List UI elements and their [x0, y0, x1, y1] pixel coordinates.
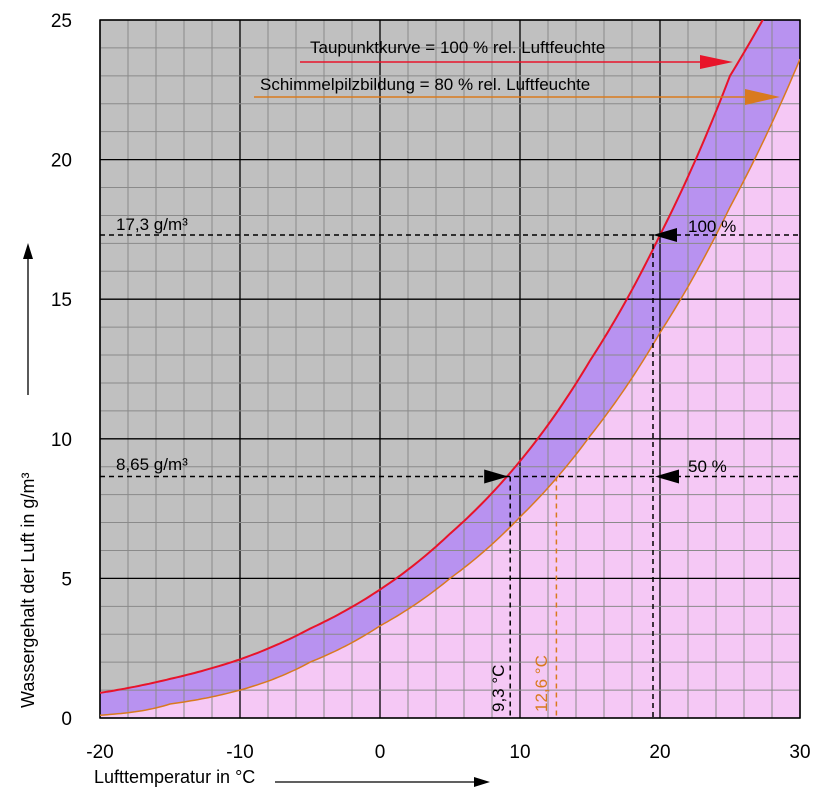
legend-mold-label: Schimmelpilzbildung = 80 % rel. Luftfeuc…: [260, 75, 590, 94]
y-tick-label: 0: [61, 709, 72, 730]
band-region: [100, 20, 800, 716]
label-100-percent: 100 %: [688, 217, 736, 236]
x-tick-label: 0: [375, 742, 386, 763]
label-dew-temp: 9,3 °C: [489, 665, 508, 712]
y-tick-label: 20: [51, 151, 72, 172]
dew-point-curve: [100, 20, 764, 694]
x-tick-label: -10: [226, 742, 253, 763]
x-tick-label: -20: [86, 742, 113, 763]
y-tick-label: 10: [51, 430, 72, 451]
y-axis-arrow-head: [23, 243, 33, 259]
x-axis-arrow-head: [474, 777, 490, 787]
humid-region: [100, 59, 800, 718]
arrow-dew-point: [484, 469, 509, 484]
label-lower-value: 8,65 g/m³: [116, 455, 188, 474]
annotations: [23, 55, 800, 787]
legend-dew-label: Taupunktkurve = 100 % rel. Luftfeuchte: [310, 38, 605, 57]
y-axis-title: Wassergehalt der Luft in g/m³: [18, 473, 38, 708]
plot-background: [100, 20, 800, 718]
x-tick-label: 30: [789, 742, 810, 763]
plot-frame: [99, 19, 801, 719]
arrow-50-percent: [655, 469, 679, 484]
y-tick-label: 15: [51, 290, 72, 311]
x-axis-title: Lufttemperatur in °C: [94, 767, 255, 787]
curves: [100, 20, 800, 716]
y-tick-label: 25: [51, 11, 72, 32]
label-upper-value: 17,3 g/m³: [116, 215, 188, 234]
grid: [99, 19, 801, 719]
mold-curve: [100, 58, 800, 716]
legend-dew-arrow: [700, 55, 733, 69]
label-mold-temp: 12,6 °C: [532, 655, 551, 712]
y-tick-label: 5: [61, 569, 72, 590]
tick-labels: -20 -10 0 10 20 30 0 5 10 15 20 25: [51, 11, 811, 763]
label-50-percent: 50 %: [688, 457, 727, 476]
x-tick-label: 10: [509, 742, 530, 763]
x-tick-label: 20: [649, 742, 670, 763]
arrow-100-percent: [653, 227, 677, 242]
legend-mold-arrow: [745, 89, 780, 105]
